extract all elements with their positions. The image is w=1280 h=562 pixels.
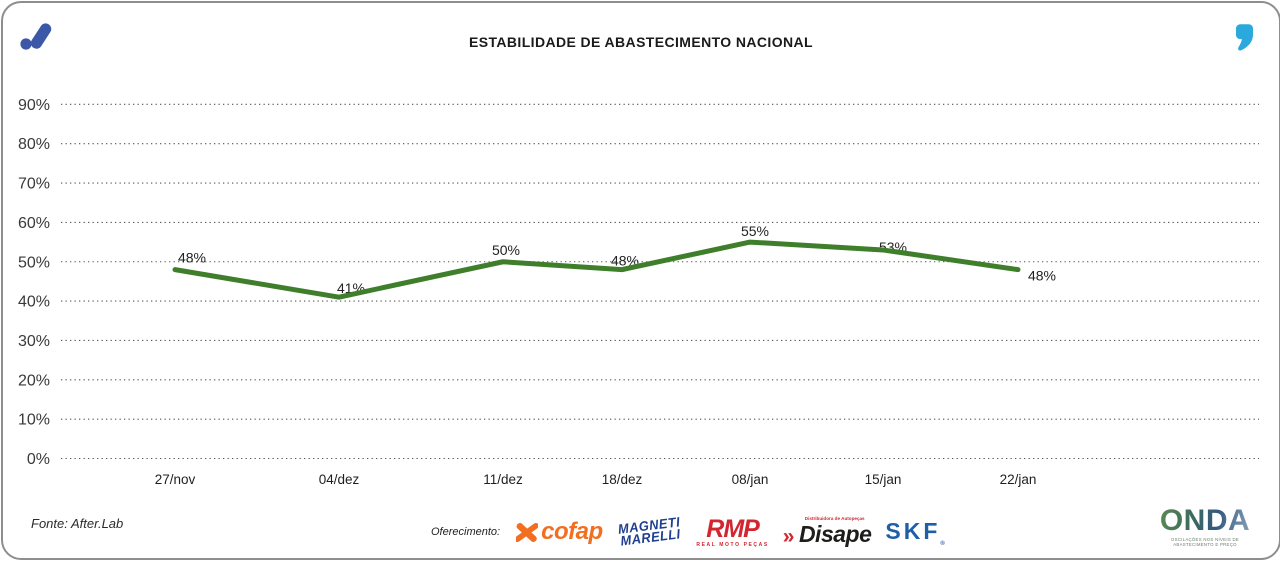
x-axis-tick-label: 15/jan [865, 472, 902, 487]
y-axis-tick-label: 90% [18, 97, 50, 114]
x-axis-tick-label: 18/dez [602, 472, 643, 487]
skf-wordmark: SKF [885, 517, 941, 544]
x-axis-tick-label: 04/dez [319, 472, 360, 487]
page-title: ESTABILIDADE DE ABASTECIMENTO NACIONAL [469, 34, 813, 50]
cofap-logo: cofap [516, 518, 603, 546]
x-axis-tick-label: 08/jan [732, 472, 769, 487]
cofap-wordmark: cofap [541, 518, 603, 545]
series-line [172, 239, 1021, 300]
x-axis-tick-label: 27/nov [155, 472, 196, 487]
y-axis-tick-label: 80% [18, 136, 50, 153]
data-point-label: 48% [611, 253, 639, 269]
onda-caption: OSCILAÇÕES NOS NÍVEIS DE ABASTECIMENTO E… [1170, 537, 1240, 547]
y-axis-tick-label: 50% [18, 254, 50, 271]
x-axis-tick-label: 11/dez [483, 472, 523, 487]
afterlab-logo-icon [20, 23, 52, 50]
y-axis-tick-label: 10% [18, 412, 50, 429]
y-axis-tick-label: 20% [18, 372, 50, 389]
skf-logo: SKF® [885, 518, 944, 547]
skf-registered-mark: ® [940, 540, 945, 547]
onda-logo: ONDA OSCILAÇÕES NOS NÍVEIS DE ABASTECIME… [1159, 504, 1251, 548]
x-axis-tick-label: 22/jan [1000, 472, 1037, 487]
rmp-wordmark: RMP [706, 514, 760, 543]
disape-subtitle: Distribuidora de Autopeças [804, 516, 865, 521]
y-axis-tick-label: 30% [18, 333, 50, 350]
data-point-label: 50% [492, 242, 520, 258]
data-point-label: 48% [1028, 268, 1056, 284]
data-point-label: 48% [178, 250, 206, 266]
magneti-marelli-logo: MAGNETI MARELLI [615, 514, 683, 548]
y-axis-tick-label: 70% [18, 176, 50, 193]
sponsor-bar: Oferecimento: cofap MAGNETI MARELLI RMP … [431, 508, 945, 556]
y-axis-tick-label: 40% [18, 294, 50, 311]
disape-logo: Distribuidora de Autopeças » Disape [782, 516, 872, 548]
sponsor-label: Oferecimento: [431, 526, 501, 538]
quote-icon [1236, 24, 1253, 51]
data-point-label: 55% [741, 223, 769, 239]
disape-chevrons-icon: » [782, 525, 795, 548]
rmp-logo: RMP REAL MOTO PEÇAS [696, 514, 769, 548]
rmp-subtitle: REAL MOTO PEÇAS [696, 541, 769, 548]
cofap-x-icon [516, 522, 539, 542]
onda-wordmark: ONDA [1159, 504, 1251, 537]
line-chart: 0% 10% 20% 30% 40% 50% 60% 70% 80% 90% 27/nov 04/de… [18, 97, 1259, 487]
y-axis-tick-label: 60% [18, 215, 50, 232]
source-note: Fonte: After.Lab [31, 516, 124, 531]
y-axis-tick-label: 0% [27, 451, 50, 468]
disape-wordmark: Disape [798, 521, 872, 547]
